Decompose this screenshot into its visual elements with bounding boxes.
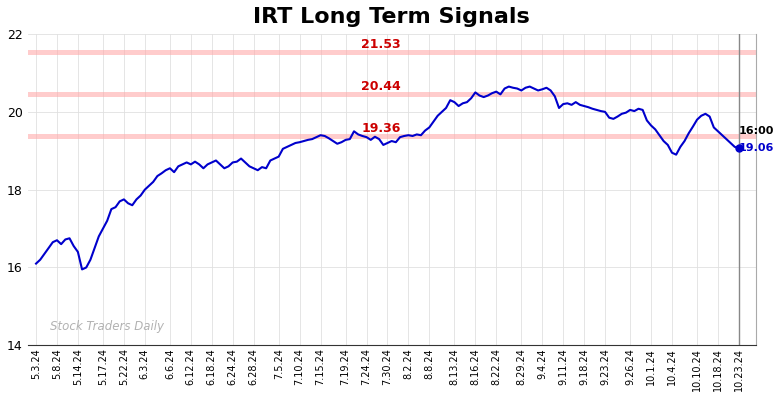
Title: IRT Long Term Signals: IRT Long Term Signals — [253, 7, 530, 27]
Text: 20.44: 20.44 — [361, 80, 401, 93]
Text: 19.06: 19.06 — [739, 143, 775, 153]
Bar — [27, 50, 756, 55]
Text: 16:00: 16:00 — [739, 126, 775, 136]
Text: Stock Traders Daily: Stock Traders Daily — [49, 320, 164, 333]
Bar — [27, 135, 756, 139]
Bar — [27, 92, 756, 97]
Text: 21.53: 21.53 — [361, 38, 401, 51]
Text: 19.36: 19.36 — [361, 122, 401, 135]
